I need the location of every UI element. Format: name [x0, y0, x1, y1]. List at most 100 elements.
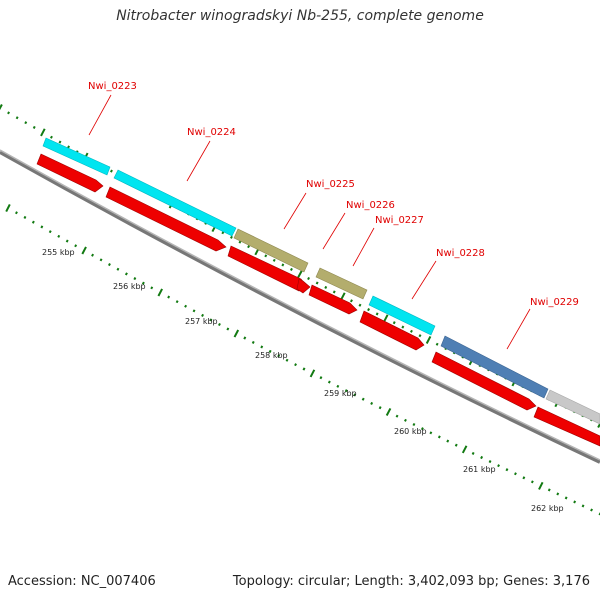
cds-arrow-nwi-0226[interactable] — [296, 278, 311, 294]
feature-nwi-0225[interactable] — [233, 228, 309, 273]
outer-tick — [0, 104, 3, 111]
feature-nwi-0228[interactable] — [368, 295, 436, 336]
scale-label: 261 kbp — [463, 465, 496, 474]
scale-tick — [209, 318, 213, 322]
scale-tick — [23, 215, 27, 219]
scale-tick — [133, 277, 137, 281]
outer-tick — [7, 111, 10, 115]
scale-tick — [15, 211, 18, 215]
scale-tick — [547, 488, 551, 492]
outer-tick — [110, 169, 113, 173]
scale-tick — [437, 435, 441, 439]
scale-tick — [150, 286, 154, 290]
scale-tick — [420, 427, 424, 431]
cds-arrow-next[interactable] — [533, 406, 600, 447]
scale-tick — [218, 322, 221, 327]
genome-summary: Topology: circular; Length: 3,402,093 bp… — [232, 574, 590, 589]
scale-tick — [412, 422, 416, 427]
scale-label: 255 kbp — [42, 248, 75, 257]
scale-label: 259 kbp — [324, 389, 357, 398]
feature-nwi-0227[interactable] — [315, 267, 368, 300]
scale-tick — [175, 300, 179, 304]
scale-tick — [361, 397, 365, 401]
outer-tick — [367, 308, 370, 312]
scale-tick — [124, 272, 128, 276]
scale-tick — [65, 239, 69, 243]
scale-tick — [141, 281, 145, 285]
scale-tick — [116, 267, 120, 271]
gene-label: Nwi_0224 — [187, 127, 236, 138]
scale-tick — [74, 244, 78, 248]
scale-tick — [395, 414, 399, 418]
feature-nwi-0224[interactable] — [113, 169, 237, 237]
outer-tick — [221, 231, 225, 235]
scale-tick — [404, 418, 407, 422]
scale-tick — [48, 230, 52, 234]
scale-tick — [385, 407, 392, 416]
scale-tick — [243, 336, 247, 340]
scale-tick — [530, 480, 534, 484]
cds-arrow-nwi-0229[interactable] — [431, 351, 537, 411]
scale-tick — [309, 369, 316, 378]
outer-tick — [392, 321, 396, 325]
gene-label: Nwi_0225 — [306, 179, 355, 190]
feature-nwi-0223[interactable] — [42, 137, 111, 176]
outer-tick — [315, 281, 319, 285]
scale-tick — [5, 203, 11, 213]
scale-tick — [268, 349, 272, 353]
scale-label: 256 kbp — [113, 282, 146, 291]
gene-label: Nwi_0226 — [346, 200, 395, 211]
scale-tick — [370, 401, 374, 405]
scale-tick — [285, 358, 289, 362]
scale-label: 257 kbp — [185, 317, 218, 326]
cds-arrow-nwi-0223[interactable] — [36, 153, 104, 193]
scale-tick — [201, 313, 204, 317]
outer-tick — [40, 128, 46, 137]
scale-tick — [167, 295, 171, 299]
map-title: Nitrobacter winogradskyi Nb-255, complet… — [116, 8, 484, 24]
outer-tick — [307, 276, 310, 281]
scale-tick — [157, 288, 163, 297]
cds-track — [36, 153, 600, 447]
scale-tick — [461, 445, 468, 454]
scale-tick — [446, 439, 450, 443]
cds-arrow-nwi-0228[interactable] — [359, 310, 425, 351]
scale-tick — [192, 309, 196, 313]
scale-tick — [40, 225, 44, 229]
outer-tick — [383, 314, 389, 323]
scale-tick — [353, 393, 357, 397]
scale-tick — [99, 258, 103, 262]
scale-label: 262 kbp — [531, 504, 564, 513]
outer-tick — [50, 135, 53, 139]
scale-tick — [251, 340, 255, 344]
scale-tick — [378, 406, 382, 410]
outer-tick — [264, 254, 268, 258]
outer-tick — [435, 342, 439, 346]
scale-label: 258 kbp — [255, 351, 288, 360]
scale-tick — [429, 431, 433, 435]
gene-label: Nwi_0228 — [436, 248, 485, 259]
outer-tick — [324, 285, 328, 289]
outer-tick — [281, 263, 285, 267]
cds-arrow-nwi-0224[interactable] — [105, 186, 227, 252]
genome-backbone — [0, 150, 600, 464]
scale-tick — [184, 304, 188, 308]
cds-arrow-nwi-0227[interactable] — [308, 284, 358, 315]
outer-tick — [350, 299, 353, 303]
scale-tick — [538, 481, 544, 490]
feature-next-gray[interactable] — [545, 389, 600, 425]
outer-tick — [297, 270, 303, 278]
scale-tick — [488, 460, 492, 464]
gene-label: Nwi_0223 — [88, 81, 137, 92]
feature-track — [42, 137, 600, 425]
scale-tick — [336, 384, 340, 388]
feature-nwi-0229[interactable] — [440, 335, 549, 399]
outer-tick — [15, 116, 19, 120]
outer-tick — [410, 329, 413, 333]
outer-tick — [230, 235, 233, 239]
scale-tick — [226, 327, 230, 331]
outer-tick — [358, 303, 362, 307]
scale-tick — [31, 220, 35, 224]
outer-tick — [247, 245, 250, 249]
inner-scale-ring — [5, 203, 600, 516]
